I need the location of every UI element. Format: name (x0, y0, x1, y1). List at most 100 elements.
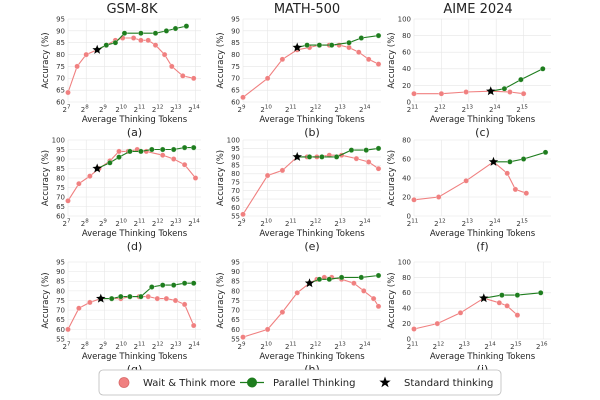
x-tick-label: 210 (260, 342, 272, 352)
parallel-thinking-point (190, 144, 197, 151)
parallel-thinking-point (118, 293, 124, 300)
panel-label: (d) (127, 240, 143, 253)
wait-think-more-point (116, 148, 122, 155)
y-tick-label: 90 (231, 153, 240, 161)
parallel-thinking-line (96, 147, 194, 170)
y-tick-label: 80 (402, 274, 411, 282)
parallel-thinking-point (501, 85, 508, 92)
y-tick-label: 40 (402, 305, 411, 313)
parallel-thinking-point (306, 154, 313, 160)
x-tick-label: 213 (334, 105, 346, 115)
wait-think-more-point (496, 300, 503, 306)
y-tick-label: 60 (402, 289, 411, 297)
y-axis-label: Accuracy (%) (387, 32, 397, 88)
x-tick-label: 211 (285, 105, 296, 115)
legend-label-parallel: Parallel Thinking (273, 378, 355, 389)
parallel-thinking-point (170, 146, 177, 153)
parallel-thinking-point (333, 154, 340, 160)
x-tick-label: 214 (484, 342, 496, 352)
y-tick-label: 60 (231, 204, 240, 212)
wait-think-more-point (87, 299, 93, 306)
parallel-thinking-point (316, 42, 323, 48)
standard-thinking-star (479, 293, 489, 303)
parallel-thinking-point (138, 148, 144, 155)
wait-think-more-point (365, 56, 372, 63)
panel-label: (b) (304, 126, 320, 139)
x-tick-label: 211 (134, 219, 145, 229)
x-tick-label: 28 (81, 342, 89, 352)
y-tick-label: 100 (398, 258, 411, 266)
parallel-thinking-point (520, 156, 527, 162)
parallel-thinking-point (149, 284, 155, 290)
parallel-thinking-point (152, 30, 159, 36)
wait-think-more-line (413, 161, 527, 201)
wait-think-more-point (411, 197, 417, 203)
wait-think-more-line (67, 148, 196, 202)
wait-think-more-point (514, 312, 521, 318)
y-tick-label: 95 (231, 145, 240, 153)
x-tick-label: 212 (152, 342, 163, 352)
y-tick-label: 65 (56, 87, 65, 95)
y-tick-label: 60 (56, 326, 65, 334)
x-tick-label: 215 (510, 342, 522, 352)
x-tick-label: 211 (407, 105, 418, 115)
wait-think-more-point (154, 295, 161, 302)
y-tick-label: 90 (56, 27, 65, 35)
x-tick-label: 215 (516, 219, 528, 229)
y-axis-label: Accuracy (%) (41, 150, 51, 206)
parallel-thinking-point (499, 292, 505, 298)
wait-think-more-point (65, 89, 71, 96)
parallel-thinking-point (112, 39, 119, 46)
y-tick-label: 90 (231, 27, 240, 35)
y-tick-label: 60 (231, 326, 240, 334)
wait-think-more-point (190, 75, 197, 82)
wait-think-more-point (130, 35, 137, 41)
parallel-thinking-point (375, 145, 382, 152)
y-tick-label: 70 (231, 187, 240, 195)
x-axis-label: Average Thinking Tokens (430, 115, 536, 125)
wait-think-more-point (159, 152, 166, 158)
wait-think-more-line (67, 37, 194, 93)
y-tick-label: 60 (402, 155, 411, 163)
x-tick-label: 214 (188, 342, 200, 352)
wait-think-more-point (180, 73, 186, 79)
column-title-aime2024: AIME 2024 (443, 2, 512, 17)
wait-think-more-point (504, 170, 510, 177)
x-tick-label: 210 (260, 219, 272, 229)
wait-think-more-point (438, 90, 445, 97)
panel-b: 60 65 70 75 80 85 90 95 29 210 211 212 213 214Average… (216, 15, 382, 139)
y-axis-label: Accuracy (%) (216, 32, 226, 88)
panel-a: 60 65 70 75 80 85 90 95 27 28 29 210 211 212 213 214Ave… (41, 15, 201, 139)
y-tick-label: 70 (231, 75, 240, 83)
x-tick-label: 213 (334, 342, 346, 352)
y-tick-label: 80 (231, 170, 240, 178)
y-tick-label: 85 (231, 162, 240, 170)
parallel-thinking-line (100, 282, 194, 300)
parallel-thinking-point (159, 146, 166, 153)
y-tick-label: 95 (231, 258, 240, 266)
standard-thinking-star (92, 163, 102, 173)
y-tick-label: 65 (231, 316, 240, 324)
y-tick-label: 40 (402, 174, 411, 182)
y-tick-label: 75 (56, 63, 65, 71)
parallel-thinking-point (326, 276, 333, 283)
wait-think-more-point (507, 89, 513, 95)
parallel-thinking-point (363, 147, 369, 153)
y-tick-label: 100 (227, 136, 240, 144)
parallel-thinking-point (537, 290, 544, 296)
wait-think-more-point (512, 186, 519, 193)
x-tick-label: 212 (433, 342, 444, 352)
parallel-thinking-point (181, 280, 188, 286)
wait-think-more-point (351, 280, 357, 286)
parallel-thinking-point (127, 148, 133, 155)
standard-thinking-star (304, 278, 315, 288)
wait-think-more-point (435, 194, 442, 200)
x-tick-label: 29 (238, 342, 246, 352)
legend-box (98, 369, 502, 396)
y-tick-label: 0 (407, 212, 411, 220)
standard-thinking-star (488, 156, 499, 166)
x-tick-label: 213 (170, 219, 182, 229)
